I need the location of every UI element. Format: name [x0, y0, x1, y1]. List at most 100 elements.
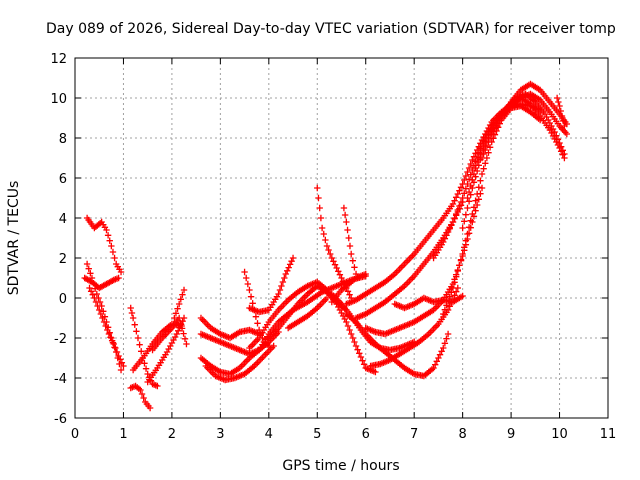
- data-point: [555, 98, 562, 106]
- data-point: [483, 142, 491, 150]
- data-point: [338, 274, 345, 282]
- data-point: [440, 344, 447, 352]
- data-point: [289, 254, 297, 262]
- data-point: [465, 176, 473, 183]
- data-point: [136, 341, 143, 348]
- data-point: [356, 350, 363, 357]
- data-point: [340, 204, 348, 212]
- data-point: [137, 386, 144, 394]
- data-point: [284, 267, 291, 274]
- data-point: [282, 270, 289, 278]
- data-point: [103, 226, 110, 234]
- data-point: [454, 190, 461, 198]
- y-tick-label: 12: [50, 52, 67, 67]
- data-point: [558, 112, 566, 120]
- data-point: [347, 250, 355, 258]
- data-point: [288, 258, 295, 265]
- data-point: [557, 107, 564, 115]
- data-point: [180, 330, 187, 337]
- series-pass-l: [202, 342, 277, 384]
- data-point: [454, 267, 461, 275]
- data-point: [109, 277, 116, 284]
- data-point: [467, 160, 474, 168]
- data-point: [452, 210, 460, 218]
- data-point: [346, 326, 353, 334]
- data-point: [435, 354, 442, 362]
- data-point: [178, 325, 186, 332]
- data-point: [459, 250, 466, 258]
- data-point: [444, 297, 452, 305]
- data-point: [441, 306, 449, 313]
- data-point: [485, 149, 492, 156]
- x-tick-label: 2: [168, 427, 176, 442]
- data-point: [372, 368, 379, 376]
- data-point: [551, 128, 558, 136]
- data-point: [286, 261, 294, 268]
- data-point: [243, 274, 250, 282]
- plot-frame: [74, 57, 609, 419]
- data-point: [454, 206, 461, 214]
- data-point: [111, 254, 118, 262]
- data-point: [180, 286, 188, 294]
- data-point: [561, 150, 568, 158]
- data-point: [465, 164, 473, 172]
- data-point: [480, 150, 487, 158]
- data-point: [451, 292, 458, 299]
- data-point: [444, 330, 452, 338]
- data-point: [107, 334, 114, 341]
- data-point: [316, 204, 323, 212]
- data-point: [131, 321, 138, 328]
- data-point: [472, 207, 479, 214]
- data-point: [109, 248, 117, 256]
- data-point: [456, 187, 463, 194]
- data-point: [354, 346, 361, 353]
- data-point: [430, 364, 437, 372]
- data-point: [459, 292, 466, 300]
- data-point: [436, 351, 444, 358]
- data-point: [441, 235, 449, 242]
- data-point: [341, 211, 349, 219]
- data-point: [462, 211, 470, 218]
- data-point: [553, 132, 560, 139]
- data-point: [556, 102, 563, 110]
- data-point: [362, 270, 369, 278]
- data-point: [440, 238, 447, 246]
- data-point: [451, 214, 458, 222]
- data-point: [465, 188, 473, 196]
- data-point: [444, 228, 452, 236]
- x-tick-label: 8: [458, 427, 466, 442]
- x-axis-title: GPS time / hours: [282, 458, 399, 474]
- data-point: [349, 257, 357, 264]
- y-tick-label: 0: [59, 292, 67, 307]
- data-point: [171, 314, 178, 322]
- data-point: [104, 232, 112, 239]
- data-point: [446, 303, 453, 310]
- x-tick-label: 0: [71, 427, 79, 442]
- data-point: [561, 122, 568, 130]
- data-point: [452, 194, 460, 201]
- data-point: [347, 330, 355, 338]
- series-pass-h: [144, 314, 188, 386]
- data-point: [175, 327, 182, 334]
- data-point: [357, 353, 365, 361]
- data-point: [254, 320, 261, 327]
- data-point: [478, 184, 486, 192]
- data-point: [345, 234, 352, 242]
- data-point: [138, 390, 146, 398]
- data-point: [461, 176, 468, 184]
- data-point: [431, 361, 439, 368]
- data-point: [252, 313, 260, 320]
- data-point: [563, 130, 571, 138]
- data-point: [478, 170, 486, 178]
- series-pass-v: [328, 270, 369, 306]
- x-tick-label: 10: [551, 427, 568, 442]
- data-point: [480, 165, 487, 172]
- data-point: [141, 360, 148, 367]
- data-point: [470, 170, 478, 178]
- data-point: [108, 337, 116, 344]
- data-point: [457, 198, 465, 206]
- series-pass-ag: [464, 90, 568, 202]
- y-tick-label: 6: [59, 172, 67, 187]
- data-point: [265, 342, 273, 350]
